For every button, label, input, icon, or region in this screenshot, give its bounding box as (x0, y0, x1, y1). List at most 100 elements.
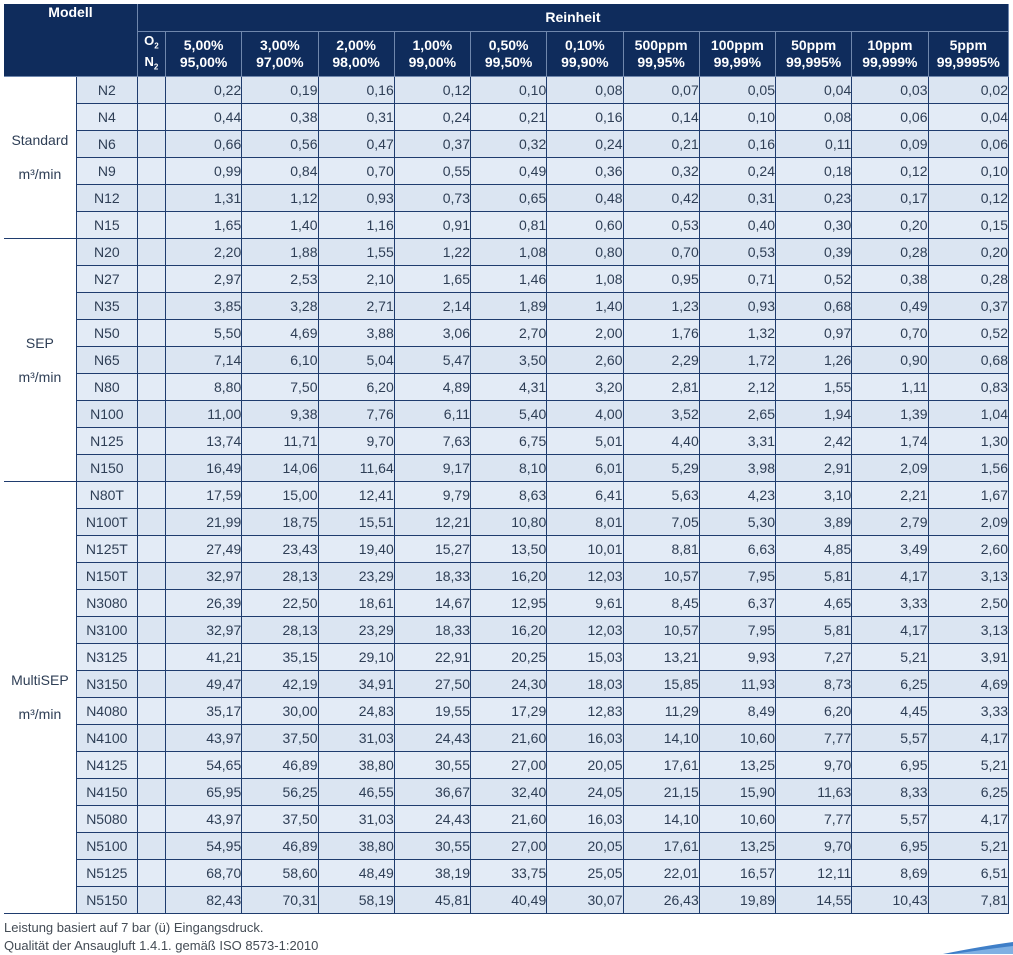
flow-value-cell: 0,28 (927, 264, 1009, 293)
group-name: Standard (11, 132, 69, 148)
flow-value-cell: 6,25 (851, 669, 929, 698)
flow-value-cell: 0,95 (622, 264, 700, 293)
o2-n2-spacer-cell (136, 210, 167, 239)
flow-value-cell: 4,69 (927, 669, 1009, 698)
flow-value-cell: 27,00 (469, 750, 548, 779)
flow-value-cell: 12,95 (469, 588, 548, 617)
purity-column-header: 3,00% 97,00% (241, 31, 319, 77)
flow-value-cell: 19,55 (393, 696, 472, 725)
purity-column-header: 5ppm 99,9995% (928, 31, 1009, 77)
flow-value-cell: 0,36 (546, 156, 624, 185)
flow-value-cell: 11,71 (241, 426, 319, 455)
flow-value-cell: 1,46 (469, 264, 548, 293)
flow-value-cell: 10,57 (622, 561, 700, 590)
flow-value-cell: 0,80 (546, 237, 624, 266)
flow-value-cell: 1,23 (622, 291, 700, 320)
flow-value-cell: 0,08 (546, 75, 624, 104)
flow-value-cell: 0,91 (393, 210, 472, 239)
flow-value-cell: 7,77 (774, 723, 853, 752)
flow-value-cell: 68,70 (164, 858, 243, 887)
flow-value-cell: 38,80 (317, 831, 395, 860)
flow-value-cell: 0,05 (698, 75, 777, 104)
flow-value-cell: 0,28 (851, 237, 929, 266)
flow-value-cell: 56,25 (241, 777, 319, 806)
flow-value-cell: 49,47 (164, 669, 243, 698)
flow-value-cell: 31,03 (317, 804, 395, 833)
flow-value-cell: 26,43 (622, 885, 700, 914)
group-unit: m³/min (18, 706, 62, 722)
flow-value-cell: 2,79 (851, 507, 929, 536)
table-row: SEP m³/min N20 2,20 1,88 1,55 1,22 1,08 0,80 0,70… (4, 237, 1009, 482)
flow-value-cell: 14,67 (393, 588, 472, 617)
flow-value-cell: 1,56 (927, 453, 1009, 482)
flow-value-cell: 0,37 (393, 129, 472, 158)
flow-value-cell: 0,21 (469, 102, 548, 131)
flow-value-cell: 7,81 (927, 885, 1009, 914)
flow-value-cell: 2,50 (927, 588, 1009, 617)
table-row: N100T 21,99 18,75 15,51 12,21 10,80 8,01 7,05 5,… (4, 507, 1009, 536)
flow-value-cell: 12,41 (317, 480, 395, 509)
flow-value-cell: 10,80 (469, 507, 548, 536)
table-row: N50 5,50 4,69 3,88 3,06 2,70 2,00 1,76 1,32 0,97 0… (4, 318, 1009, 347)
flow-value-cell: 17,29 (469, 696, 548, 725)
flow-value-cell: 17,61 (622, 831, 700, 860)
flow-value-cell: 3,89 (774, 507, 853, 536)
flow-value-cell: 0,30 (774, 210, 853, 239)
flow-value-cell: 8,10 (469, 453, 548, 482)
flow-value-cell: 0,07 (622, 75, 700, 104)
flow-value-cell: 28,13 (241, 615, 319, 644)
flow-value-cell: 3,50 (469, 345, 548, 374)
purity-column-header: 1,00% 99,00% (394, 31, 472, 77)
flow-value-cell: 19,40 (317, 534, 395, 563)
flow-value-cell: 4,17 (851, 615, 929, 644)
flow-value-cell: 34,91 (317, 669, 395, 698)
flow-value-cell: 3,28 (241, 291, 319, 320)
table-row: N4125 54,65 46,89 38,80 30,55 27,00 20,05 17,61… (4, 750, 1009, 779)
header-reinheit: Reinheit (137, 4, 1010, 32)
flow-value-cell: 32,97 (164, 615, 243, 644)
model-cell: N3100 (75, 615, 138, 644)
flow-value-cell: 7,05 (622, 507, 700, 536)
flow-value-cell: 6,25 (927, 777, 1009, 806)
flow-value-cell: 11,63 (774, 777, 853, 806)
flow-value-cell: 4,40 (622, 426, 700, 455)
flow-value-cell: 9,70 (774, 750, 853, 779)
flow-value-cell: 27,00 (469, 831, 548, 860)
flow-value-cell: 0,39 (774, 237, 853, 266)
header-o2-n2-label: O2 N2 (137, 31, 167, 77)
flow-value-cell: 0,65 (469, 183, 548, 212)
flow-value-cell: 3,06 (393, 318, 472, 347)
o2-content: 10ppm (867, 36, 913, 53)
table-row: N5080 43,97 37,50 31,03 24,43 21,60 16,03 14,10… (4, 804, 1009, 833)
flow-value-cell: 22,91 (393, 642, 472, 671)
flow-value-cell: 42,19 (241, 669, 319, 698)
flow-value-cell: 2,42 (774, 426, 853, 455)
flow-value-cell: 0,16 (546, 102, 624, 131)
o2-content: 0,50% (488, 36, 529, 53)
flow-value-cell: 0,23 (774, 183, 853, 212)
flow-value-cell: 0,38 (241, 102, 319, 131)
flow-value-cell: 16,49 (164, 453, 243, 482)
flow-value-cell: 9,38 (241, 399, 319, 428)
flow-value-cell: 1,40 (546, 291, 624, 320)
flow-value-cell: 10,57 (622, 615, 700, 644)
flow-value-cell: 23,29 (317, 561, 395, 590)
flow-value-cell: 1,30 (927, 426, 1009, 455)
n2-label: N2 (144, 53, 159, 72)
o2-n2-spacer-cell (136, 777, 167, 806)
flow-value-cell: 0,81 (469, 210, 548, 239)
table-row: MultiSEP m³/min N80T 17,59 15,00 12,41 9,79 8,6… (4, 480, 1009, 914)
flow-value-cell: 21,60 (469, 723, 548, 752)
flow-value-cell: 0,24 (546, 129, 624, 158)
flow-value-cell: 0,52 (927, 318, 1009, 347)
flow-value-cell: 13,25 (698, 831, 777, 860)
model-cell: N3080 (75, 588, 138, 617)
flow-value-cell: 0,18 (774, 156, 853, 185)
flow-value-cell: 1,55 (317, 237, 395, 266)
o2-n2-spacer-cell (136, 183, 167, 212)
flow-value-cell: 8,81 (622, 534, 700, 563)
flow-value-cell: 26,39 (164, 588, 243, 617)
flow-value-cell: 0,06 (851, 102, 929, 131)
flow-value-cell: 7,50 (241, 372, 319, 401)
flow-value-cell: 0,42 (622, 183, 700, 212)
